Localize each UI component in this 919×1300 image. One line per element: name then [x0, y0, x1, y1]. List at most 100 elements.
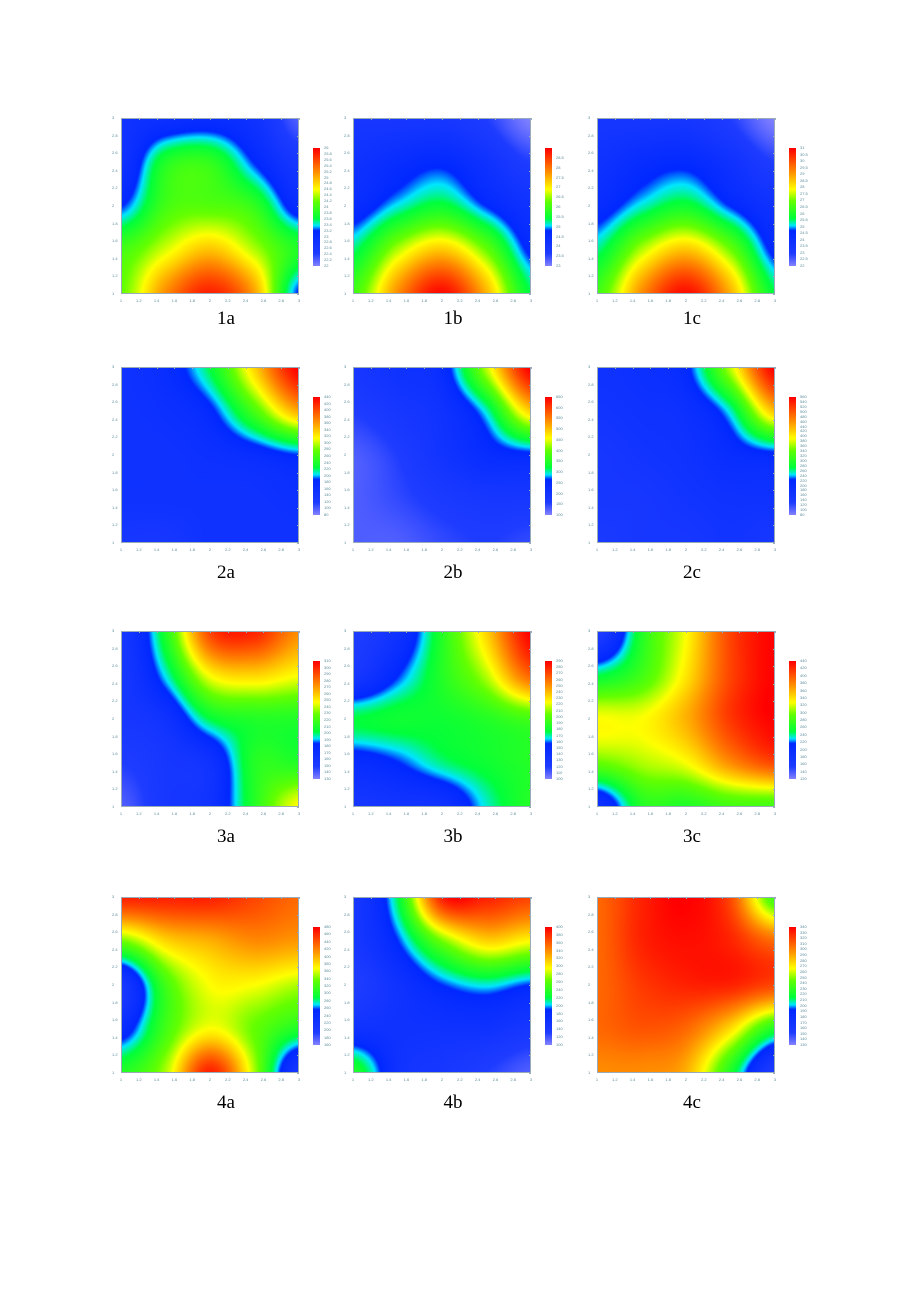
x-tick-label: 1.6: [647, 1077, 654, 1082]
y-tick-mark: [529, 258, 531, 260]
y-tick-label: 2.8: [112, 381, 118, 387]
x-tick-label: 2.2: [225, 298, 231, 303]
colorbar-tick-label: 100: [556, 776, 563, 781]
x-tick-label: 1.8: [189, 298, 195, 303]
colorbar-tick-label: 160: [324, 756, 331, 762]
y-tick-label: 2: [344, 203, 347, 208]
y-tick-mark: [297, 897, 299, 898]
x-tick-label: 2.4: [474, 298, 481, 303]
colorbar-tick-label: 340: [324, 426, 331, 432]
y-tick-label: 3: [588, 115, 591, 120]
x-tick-label: 1: [351, 1077, 355, 1082]
colorbar-tick-label: 160: [324, 1042, 331, 1047]
y-tick-label: 1.2: [588, 522, 594, 528]
x-tick-mark: [495, 118, 497, 120]
y-tick-label: 1.8: [588, 469, 594, 475]
y-tick-label: 2.2: [588, 964, 594, 970]
x-tick-label: 1.8: [665, 547, 671, 552]
colorbar: [313, 397, 320, 515]
x-tick-label: 2.8: [278, 298, 284, 303]
y-tick-label: 2.2: [344, 698, 350, 704]
colorbar-tick-label: 300: [556, 963, 563, 969]
colorbar-tick-label: 27: [556, 184, 561, 190]
y-tick-label: 2.4: [588, 946, 594, 952]
colorbar: [313, 927, 320, 1045]
x-tick-label: 2.8: [278, 1077, 284, 1082]
colorbar-tick-label: 300: [324, 439, 331, 445]
x-tick-label: 2: [684, 811, 688, 816]
x-tick-mark: [632, 631, 634, 633]
colorbar: [545, 927, 552, 1045]
x-tick-label: 1.8: [421, 547, 427, 552]
x-tick-label: 2.6: [260, 1077, 267, 1082]
x-tick-label: 2.6: [492, 1077, 499, 1082]
colorbar-tick-label: 27.5: [556, 174, 564, 180]
y-tick-label: 2.4: [344, 416, 350, 422]
y-tick-mark: [529, 276, 531, 278]
colorbar-tick-label: 120: [556, 763, 563, 769]
y-tick-label: 2.4: [112, 946, 118, 952]
x-tick-mark: [388, 897, 390, 899]
y-tick-label: 1.2: [344, 273, 350, 279]
colorbar-tick-label: 260: [800, 467, 807, 473]
colorbar-tick-label: 150: [324, 762, 331, 768]
x-tick-mark: [406, 118, 408, 120]
y-tick-mark: [297, 188, 299, 190]
x-tick-label: 2.6: [260, 811, 267, 816]
x-tick-mark: [192, 367, 194, 369]
x-tick-mark: [775, 118, 776, 120]
y-tick-label: 1: [588, 804, 591, 809]
colorbar-tick-label: 22.5: [800, 256, 808, 262]
colorbar-tick-label: 420: [800, 428, 807, 434]
y-tick-mark: [529, 1073, 531, 1074]
colorbar-tick-label: 26.5: [556, 194, 564, 200]
y-tick-label: 2.8: [112, 911, 118, 917]
x-tick-mark: [495, 897, 497, 899]
panel-caption: 1c: [683, 308, 701, 329]
x-tick-label: 2: [208, 811, 212, 816]
x-tick-label: 1.4: [153, 547, 160, 552]
colorbar-tick-label: 220: [324, 1019, 331, 1025]
x-tick-mark: [210, 631, 211, 633]
colorbar-tick-label: 260: [324, 1005, 331, 1011]
y-tick-mark: [773, 1055, 775, 1057]
x-tick-mark: [281, 367, 283, 369]
y-tick-label: 1.6: [112, 1017, 118, 1023]
y-tick-label: 2.8: [588, 911, 594, 917]
x-tick-mark: [739, 631, 741, 633]
y-tick-mark: [529, 1020, 531, 1022]
colorbar-tick-label: 280: [556, 664, 563, 670]
colorbar-tick-label: 130: [556, 757, 563, 763]
x-tick-label: 1.6: [647, 547, 654, 552]
heatmap-plot-area: [353, 367, 531, 543]
y-tick-label: 2.6: [344, 150, 350, 156]
x-tick-mark: [281, 897, 283, 899]
colorbar-tick-label: 24.5: [556, 233, 564, 239]
y-tick-mark: [773, 719, 775, 720]
colorbar-tick-label: 180: [800, 487, 807, 493]
heatmap-surface: [354, 119, 530, 293]
x-tick-label: 1.6: [403, 1077, 410, 1082]
x-tick-label: 1.4: [629, 811, 636, 816]
y-tick-mark: [773, 1073, 775, 1074]
colorbar-tick-label: 200: [324, 1027, 331, 1033]
colorbar-tick-label: 340: [800, 694, 807, 700]
y-tick-label: 2.8: [344, 911, 350, 917]
x-tick-label: 2.4: [474, 811, 481, 816]
colorbar-tick-label: 24: [800, 236, 805, 242]
y-tick-label: 1: [112, 1070, 115, 1075]
y-tick-label: 1.8: [344, 733, 350, 739]
x-tick-label: 2.8: [754, 298, 760, 303]
x-tick-mark: [174, 367, 176, 369]
y-tick-label: 2: [112, 716, 115, 721]
y-tick-label: 3: [112, 364, 115, 369]
y-tick-mark: [297, 949, 299, 951]
x-tick-mark: [299, 631, 300, 633]
colorbar-tick-label: 30: [800, 158, 805, 164]
x-tick-label: 1.2: [368, 547, 374, 552]
colorbar-tick-label: 210: [556, 707, 563, 713]
colorbar-tick-label: 240: [800, 472, 807, 478]
y-tick-mark: [529, 170, 531, 172]
y-tick-label: 1.2: [344, 522, 350, 528]
colorbar-tick-label: 300: [800, 457, 807, 463]
